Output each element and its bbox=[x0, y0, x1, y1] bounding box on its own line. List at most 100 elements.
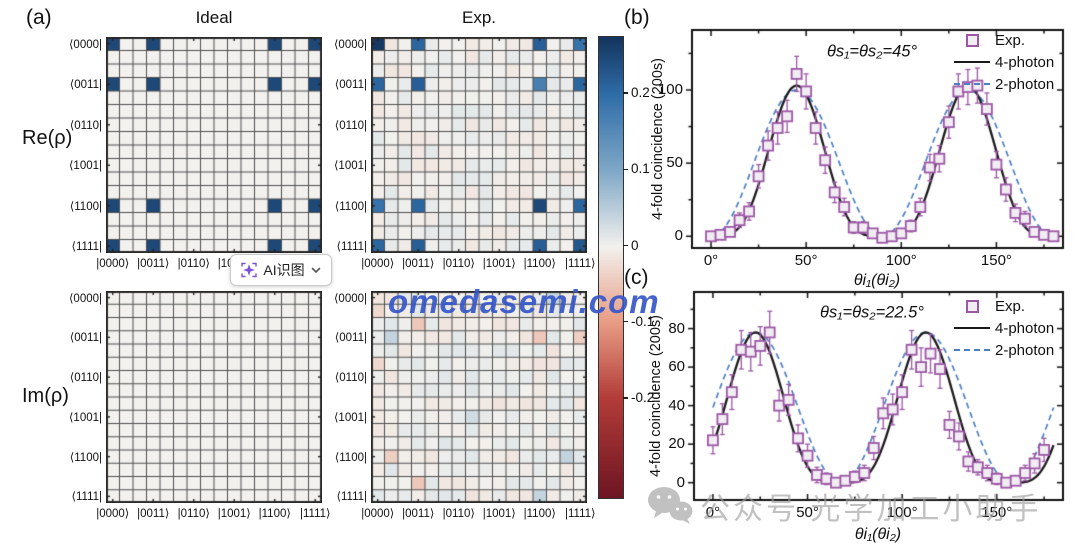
two-photon-dash-swatch bbox=[954, 349, 990, 351]
colorbar-tick-mark bbox=[623, 168, 628, 171]
ket-label: |0011⟩ bbox=[402, 258, 435, 270]
watermark-bottom-text: 公众号 光学加工小助手 bbox=[700, 493, 1042, 526]
x-tick-label: 0° bbox=[703, 252, 719, 269]
y-tick-label: 80 bbox=[668, 319, 685, 337]
legend-label: 2-photon bbox=[995, 341, 1055, 359]
bra-label: ⟨1100| bbox=[334, 451, 367, 464]
im-rho-label: Im(ρ) bbox=[22, 385, 69, 407]
bra-label: ⟨1111| bbox=[71, 241, 103, 254]
two-photon-dash-swatch bbox=[954, 83, 990, 85]
bra-label: ⟨1001| bbox=[333, 411, 367, 424]
colorbar-tick-label: 0.2 bbox=[631, 85, 650, 101]
ket-label: |1001⟩ bbox=[482, 258, 516, 270]
bra-label: ⟨1001| bbox=[68, 411, 102, 424]
panel-b-plot bbox=[682, 20, 1073, 256]
bra-label: ⟨0000| bbox=[333, 292, 367, 305]
y-tick-label: 0 bbox=[674, 227, 683, 245]
ket-label: |1001⟩ bbox=[217, 508, 251, 520]
x-tick-label: 100° bbox=[886, 504, 918, 521]
legend-label: 2-photon bbox=[995, 75, 1055, 93]
panel-b-label: (b) bbox=[624, 6, 650, 29]
y-tick-label: 0 bbox=[676, 473, 685, 491]
re-rho-label: Re(ρ) bbox=[22, 127, 73, 149]
panel-b-legend: Exp. 4-photon 2-photon bbox=[953, 30, 1054, 94]
panel-c-plot bbox=[684, 282, 1073, 508]
colorbar-tick-mark bbox=[623, 92, 628, 94]
im-ideal-heatmap bbox=[106, 291, 322, 503]
exp-marker-swatch bbox=[965, 33, 979, 47]
ket-label: |0011⟩ bbox=[137, 508, 170, 520]
colorbar-tick-label: 0.1 bbox=[631, 161, 650, 177]
legend-label: Exp. bbox=[995, 297, 1026, 315]
bra-label: ⟨0110| bbox=[334, 372, 367, 385]
bra-label: ⟨1001| bbox=[68, 160, 102, 173]
bra-label: ⟨0000| bbox=[68, 292, 102, 305]
chevron-down-icon[interactable] bbox=[311, 267, 321, 274]
ket-label: |0011⟩ bbox=[137, 258, 170, 270]
x-tick-label: 50° bbox=[794, 252, 818, 269]
ket-label: |0000⟩ bbox=[96, 508, 130, 520]
ket-label: |0110⟩ bbox=[442, 508, 475, 520]
panel-c-label: (c) bbox=[624, 266, 649, 289]
bra-label: ⟨0110| bbox=[69, 119, 102, 132]
sparkle-scan-icon bbox=[241, 262, 258, 278]
watermark-bottom: 公众号 光学加工小助手 bbox=[646, 484, 1041, 528]
legend-item: 4-photon bbox=[953, 52, 1054, 72]
y-tick-label: 50 bbox=[666, 154, 683, 172]
ket-label: |0000⟩ bbox=[361, 258, 395, 270]
legend-item: 4-photon bbox=[953, 318, 1054, 338]
panel-c-xlabel: θi₁(θi₂) bbox=[854, 526, 902, 543]
x-tick-label: 150° bbox=[981, 504, 1013, 521]
x-tick-label: 100° bbox=[885, 252, 917, 269]
ai-recognize-button[interactable]: AI识图 bbox=[230, 254, 332, 286]
matrix-title-exp: Exp. bbox=[461, 8, 497, 27]
im-exp-heatmap bbox=[371, 291, 587, 503]
wechat-icon bbox=[646, 485, 694, 527]
panel-b-annotation: θs₁=θs₂=45° bbox=[826, 42, 918, 61]
ket-label: |1001⟩ bbox=[482, 508, 516, 520]
x-tick-label: 50° bbox=[796, 504, 819, 521]
ket-label: |1111⟩ bbox=[565, 508, 596, 520]
ket-label: |0110⟩ bbox=[177, 258, 210, 270]
panel-c-legend: Exp. 4-photon 2-photon bbox=[953, 296, 1054, 360]
ket-label: |1111⟩ bbox=[300, 508, 331, 520]
legend-label: 4-photon bbox=[995, 319, 1055, 337]
legend-item: Exp. bbox=[953, 296, 1054, 316]
exp-marker-swatch bbox=[965, 299, 979, 313]
bra-label: ⟨1100| bbox=[334, 200, 367, 213]
bra-label: ⟨0011| bbox=[334, 332, 367, 345]
bra-label: ⟨0011| bbox=[334, 79, 367, 92]
ket-label: |1111⟩ bbox=[565, 258, 596, 270]
y-tick-label: 60 bbox=[668, 358, 685, 376]
bra-label: ⟨1100| bbox=[69, 451, 102, 464]
bra-label: ⟨0011| bbox=[69, 79, 102, 92]
panel-a-label: (a) bbox=[26, 6, 52, 29]
y-tick-label: 100 bbox=[657, 80, 683, 98]
ket-label: |0110⟩ bbox=[177, 508, 210, 520]
ket-label: |0000⟩ bbox=[96, 258, 130, 270]
bra-label: ⟨0110| bbox=[69, 372, 102, 385]
legend-item: Exp. bbox=[953, 30, 1054, 50]
watermark-center-text: omedasemi.com bbox=[388, 283, 660, 320]
bra-label: ⟨0000| bbox=[68, 38, 102, 51]
legend-item: 2-photon bbox=[953, 74, 1054, 94]
x-tick-label: 150° bbox=[980, 252, 1012, 269]
colorbar-tick-label: -0.1 bbox=[631, 313, 655, 329]
ket-label: |1100⟩ bbox=[523, 258, 556, 270]
ket-label: |0011⟩ bbox=[402, 508, 435, 520]
x-tick-label: 0° bbox=[705, 504, 721, 521]
ket-label: |0000⟩ bbox=[361, 508, 395, 520]
legend-item: 2-photon bbox=[953, 340, 1054, 360]
colorbar-tick-label: -0.2 bbox=[631, 389, 655, 405]
ket-label: |1100⟩ bbox=[258, 508, 291, 520]
colorbar-tick-label: 0 bbox=[631, 237, 639, 253]
bra-label: ⟨1111| bbox=[336, 241, 368, 254]
bra-label: ⟨1111| bbox=[336, 491, 368, 504]
ai-button-label: AI识图 bbox=[263, 262, 305, 278]
panel-c-annotation: θs₁=θs₂=22.5° bbox=[820, 303, 924, 322]
bra-label: ⟨0011| bbox=[69, 332, 102, 345]
bra-label: ⟨0110| bbox=[334, 119, 367, 132]
bra-label: ⟨1111| bbox=[71, 491, 103, 504]
bra-label: ⟨1100| bbox=[69, 200, 102, 213]
